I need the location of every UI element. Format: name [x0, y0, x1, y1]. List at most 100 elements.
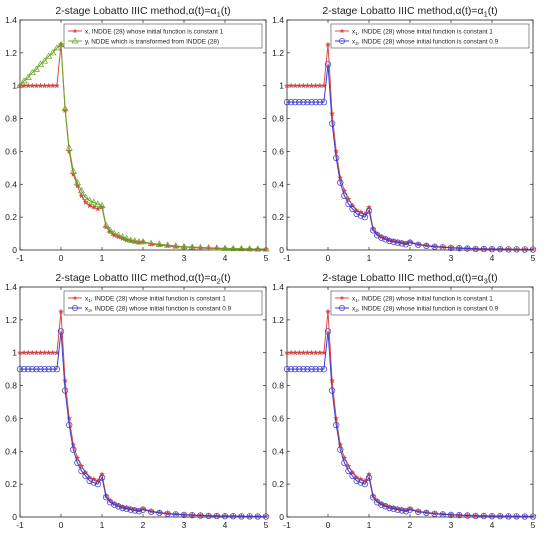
data-point — [65, 144, 73, 151]
data-point — [423, 242, 430, 250]
data-point — [86, 202, 93, 209]
data-point — [90, 479, 97, 486]
x-tick-label: 3 — [182, 253, 187, 263]
data-point — [357, 476, 364, 482]
data-point — [341, 192, 348, 199]
y-tick-label: 1.2 — [272, 48, 284, 58]
x-tick-label: 4 — [223, 253, 228, 263]
series-line — [287, 44, 533, 250]
data-point — [25, 82, 32, 89]
data-point — [33, 365, 40, 373]
data-point — [521, 513, 528, 520]
data-point — [333, 421, 340, 429]
data-point — [362, 477, 368, 484]
data-point — [316, 82, 323, 89]
data-point — [456, 512, 463, 519]
data-point — [16, 82, 24, 89]
data-point — [25, 349, 32, 356]
legend: x1, INDDE (28) whose initial function is… — [330, 290, 530, 316]
data-point — [345, 467, 352, 475]
legend-item-2: x2, INDDE (28) whose initial function is… — [68, 305, 232, 314]
data-point — [287, 98, 295, 106]
data-point — [115, 503, 122, 510]
data-point — [304, 82, 311, 89]
x-tick-label: 0 — [326, 520, 331, 530]
series-line — [287, 331, 533, 518]
legend-label-subscript: 2 — [88, 308, 91, 314]
title-alpha: α(t)=α — [188, 272, 216, 284]
title-tail: (t) — [488, 5, 498, 17]
data-point — [304, 349, 311, 356]
chart-title: 2-stage Lobatto IIIC method,α(t)=α3(t) — [322, 272, 497, 286]
data-point — [300, 82, 307, 89]
data-point — [45, 52, 53, 59]
y-tick-label: 1 — [279, 81, 284, 91]
x-tick-label: 1 — [100, 253, 105, 263]
y-tick-label: 1.2 — [5, 48, 17, 58]
data-point — [308, 365, 315, 373]
data-point — [54, 82, 60, 89]
y-tick-label: 1 — [12, 81, 17, 91]
data-point — [456, 245, 463, 252]
data-point — [415, 508, 422, 515]
data-point — [45, 349, 52, 356]
data-point — [431, 510, 438, 517]
chart-panel-2: 2-stage Lobatto IIIC method,α(t)=α1(t)-1… — [272, 5, 537, 263]
data-point — [102, 494, 110, 501]
data-point — [382, 236, 389, 243]
data-point — [529, 513, 537, 520]
data-point — [28, 68, 36, 76]
data-point — [296, 349, 303, 356]
legend-label-tail: , INDDE (28) whose initial function is c… — [91, 295, 226, 302]
data-point — [312, 349, 319, 356]
data-point — [172, 511, 179, 517]
legend-label: x1, INDDE (28) whose initial function is… — [85, 295, 226, 304]
y-tick-label: 0.2 — [5, 479, 17, 489]
legend-marker — [339, 38, 345, 44]
data-point — [415, 508, 422, 514]
data-point — [447, 511, 455, 519]
title-subscript: 1 — [484, 10, 488, 19]
legend-marker — [339, 305, 345, 311]
data-point — [406, 506, 414, 513]
data-point — [45, 365, 52, 373]
y-tick-label: 1.4 — [5, 15, 17, 25]
data-point — [320, 98, 328, 106]
data-point — [308, 349, 315, 356]
data-point — [78, 463, 85, 469]
data-point — [292, 82, 299, 89]
series-2 — [16, 328, 270, 520]
data-point — [353, 207, 360, 214]
legend-marker — [339, 28, 345, 34]
title-subscript: 2 — [217, 277, 221, 286]
data-point — [90, 476, 97, 482]
x-tick-label: 4 — [223, 520, 228, 530]
data-point — [229, 244, 237, 251]
legend-label: x1, INDDE (28) whose initial function is… — [352, 295, 493, 304]
data-point — [296, 82, 303, 89]
data-point — [205, 512, 212, 519]
data-point — [21, 349, 27, 356]
x-tick-label: -1 — [16, 520, 24, 530]
data-point — [139, 238, 147, 245]
x-tick-label: 1 — [100, 520, 105, 530]
data-point — [529, 246, 537, 253]
y-tick-label: 1.2 — [5, 315, 17, 325]
data-point — [349, 202, 356, 209]
data-point — [296, 98, 303, 106]
x-tick-label: 4 — [490, 520, 495, 530]
y-tick-label: 0 — [279, 245, 284, 255]
data-point — [16, 365, 24, 373]
data-point — [325, 308, 331, 315]
x-tick-label: 5 — [531, 253, 536, 263]
x-tick-label: 2 — [408, 520, 413, 530]
data-point — [49, 365, 56, 373]
data-point — [406, 239, 414, 246]
data-point — [324, 328, 332, 335]
data-point — [386, 504, 393, 512]
x-tick-label: 1 — [367, 520, 372, 530]
data-point — [464, 245, 471, 252]
data-point — [447, 244, 455, 252]
data-point — [78, 192, 85, 199]
y-tick-label: 0.4 — [272, 446, 284, 456]
